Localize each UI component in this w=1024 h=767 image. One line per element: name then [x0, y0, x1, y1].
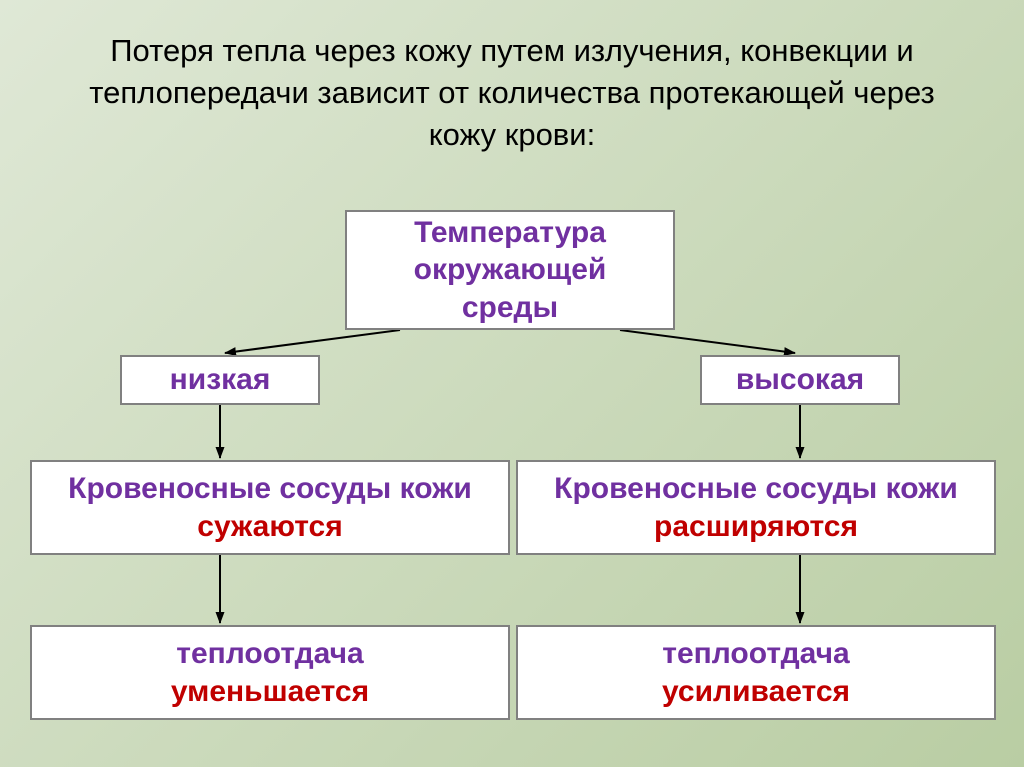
box-vessels-right-l2: расширяются — [654, 508, 858, 546]
box-vessels-left: Кровеносные сосуды кожи сужаются — [30, 460, 510, 555]
slide-content: Потеря тепла через кожу путем излучения,… — [0, 0, 1024, 767]
box-low-text: низкая — [170, 361, 271, 399]
box-vessels-right-l1: Кровеносные сосуды кожи — [554, 470, 958, 508]
box-result-right: теплоотдача усиливается — [516, 625, 996, 720]
box-low: низкая — [120, 355, 320, 405]
box-temperature: Температура окружающей среды — [345, 210, 675, 330]
box-vessels-left-l2: сужаются — [197, 508, 342, 546]
box-result-left-l1: теплоотдача — [176, 635, 363, 673]
box-result-left-l2: уменьшается — [171, 673, 369, 711]
box-vessels-left-l1: Кровеносные сосуды кожи — [68, 470, 472, 508]
box-temperature-l3: среды — [462, 289, 558, 327]
box-high-text: высокая — [736, 361, 864, 399]
box-temperature-l2: окружающей — [414, 251, 607, 289]
box-vessels-right: Кровеносные сосуды кожи расширяются — [516, 460, 996, 555]
box-result-left: теплоотдача уменьшается — [30, 625, 510, 720]
box-high: высокая — [700, 355, 900, 405]
box-result-right-l2: усиливается — [662, 673, 850, 711]
box-temperature-l1: Температура — [414, 214, 606, 252]
box-result-right-l1: теплоотдача — [662, 635, 849, 673]
slide-title: Потеря тепла через кожу путем излучения,… — [0, 0, 1024, 156]
